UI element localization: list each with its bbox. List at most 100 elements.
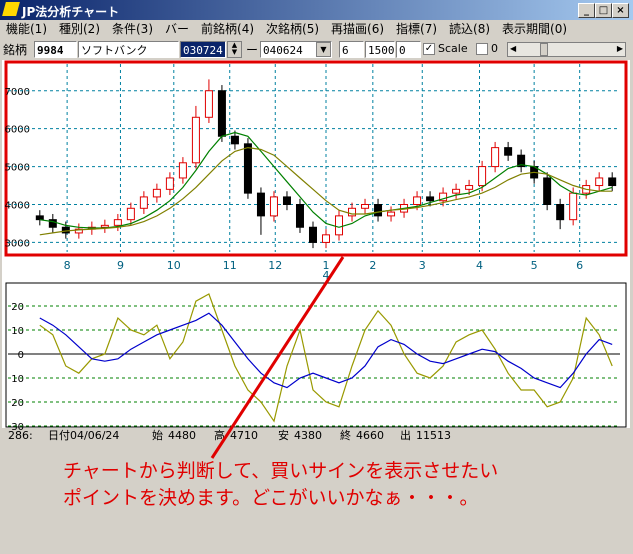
candle-body — [295, 204, 304, 228]
range-dash: ー — [246, 43, 259, 57]
dropdown-button[interactable]: ▼ — [316, 42, 331, 57]
maximize-button[interactable]: □ — [595, 3, 612, 18]
y-tick-label: 20 — [11, 398, 24, 409]
scroll-left[interactable]: ◀ — [510, 44, 517, 53]
annotation-text: チャートから判断して、買いサインを表示させたい — [63, 460, 498, 482]
candle-body — [361, 204, 370, 209]
y-tick-label: 4000 — [5, 201, 30, 212]
candle-body — [230, 135, 239, 145]
status-open: 4480 — [168, 429, 196, 442]
candle-body — [191, 116, 200, 164]
window-title: JP法分析チャート — [22, 5, 120, 19]
candle-body — [178, 162, 187, 179]
start-date-input[interactable]: 030724 — [180, 41, 226, 58]
scrollbar[interactable]: ◀ ▶ — [507, 42, 626, 57]
end-date-combo[interactable]: 040624 — [260, 41, 332, 58]
param-input[interactable]: 0 — [396, 41, 421, 58]
x-tick-label: 12 — [268, 259, 282, 272]
candle-body — [595, 177, 604, 187]
status-volume: 11513 — [416, 429, 451, 442]
menu-item[interactable]: 読込(8) — [449, 22, 491, 36]
menu-item[interactable]: 機能(1) — [6, 22, 47, 36]
menu-item[interactable]: 指標(7) — [396, 22, 438, 36]
candle-body — [335, 215, 344, 236]
candle-body — [348, 207, 357, 217]
y-tick-label: 10 — [11, 326, 24, 337]
scale-checkbox[interactable]: ✓ — [423, 43, 435, 55]
x-tick-label: 4 — [476, 259, 483, 272]
status-line: 286: 日付04/06/24 始 4480 高 4710 安 4380 終 4660 出 11513 — [8, 428, 451, 442]
oscillator-frame — [5, 282, 627, 428]
y-tick-label: 3000 — [5, 238, 30, 249]
menu-item[interactable]: 種別(2) — [59, 22, 100, 36]
candle-body — [426, 196, 435, 202]
candle-body — [269, 196, 278, 217]
series-line — [39, 146, 613, 236]
zero-label: 0 — [491, 42, 498, 55]
scroll-thumb[interactable] — [540, 43, 548, 56]
x-tick-label: 6 — [576, 259, 583, 272]
candle-body — [152, 188, 161, 198]
status-index: 286: — [8, 429, 33, 442]
y-tick-label: 0 — [18, 350, 24, 361]
param-input[interactable]: 6 — [339, 41, 364, 58]
candle-body — [491, 147, 500, 168]
minimize-button[interactable]: _ — [578, 3, 595, 18]
candle-body — [413, 196, 422, 206]
candle-body — [322, 234, 330, 243]
candle-body — [165, 177, 174, 190]
code-input[interactable]: 9984 — [34, 41, 77, 58]
x-tick-label: 10 — [167, 259, 181, 272]
x-tick-label: 3 — [419, 259, 426, 272]
symbol-label: 銘柄 — [3, 43, 28, 57]
candle-body — [387, 211, 396, 217]
candle-body — [243, 143, 252, 194]
series-line — [39, 312, 613, 389]
candle-body — [308, 226, 317, 243]
candle-body — [61, 226, 70, 234]
title-bar: JP法分析チャート _ □ × — [0, 0, 633, 20]
series-line — [39, 293, 613, 423]
menu-item[interactable]: 前銘柄(4) — [201, 22, 255, 36]
x-tick-label: 2 — [369, 259, 376, 272]
candle-body — [374, 204, 383, 217]
toolbar: 銘柄 9984 ソフトバンク 030724 ▲ ▼ ー 040624 ▼ 6 15… — [0, 39, 633, 60]
spinner[interactable]: ▲ ▼ — [227, 41, 242, 58]
candle-body — [139, 196, 148, 209]
status-open-label: 始 — [152, 428, 163, 442]
candle-body — [35, 215, 44, 221]
year-label: 4 — [323, 269, 330, 282]
name-input[interactable]: ソフトバンク — [78, 41, 179, 58]
y-tick-label: 30 — [11, 422, 24, 433]
x-tick-label: 11 — [223, 259, 237, 272]
status-close-label: 終 — [340, 428, 351, 442]
menu-item[interactable]: 次銘柄(5) — [266, 22, 320, 36]
candle-body — [569, 192, 578, 221]
menu-item[interactable]: 再描画(6) — [331, 22, 385, 36]
candle-body — [113, 219, 122, 226]
menu-item[interactable]: バー — [165, 22, 190, 36]
zero-checkbox[interactable] — [476, 43, 488, 55]
scroll-right[interactable]: ▶ — [616, 44, 623, 53]
close-button[interactable]: × — [612, 3, 629, 18]
pointer-line — [210, 256, 345, 459]
candle-body — [217, 90, 226, 137]
param-input[interactable]: 1500 — [365, 41, 395, 58]
candle-body — [48, 219, 57, 228]
candle-body — [282, 196, 291, 206]
menu-item[interactable]: 条件(3) — [112, 22, 153, 36]
annotation-text: ポイントを決めます。どこがいいかなぁ・・・。 — [63, 487, 479, 509]
y-tick-label: 20 — [11, 302, 24, 313]
y-tick-label: 5000 — [5, 163, 30, 174]
candle-body — [452, 188, 461, 194]
oscillator-chart: 20 10 0 10 20 30 — [8, 293, 620, 433]
candle-body — [478, 166, 487, 187]
x-tick-label: 1 — [323, 259, 330, 272]
y-tick-label: 10 — [11, 374, 24, 385]
menu-item[interactable]: 表示期間(0) — [502, 22, 568, 36]
status-close: 4660 — [356, 429, 384, 442]
menu-bar: 機能(1) 種別(2) 条件(3) バー 前銘柄(4) 次銘柄(5) 再描画(6) 指標(7)… — [0, 20, 633, 38]
candle-body — [204, 90, 213, 118]
